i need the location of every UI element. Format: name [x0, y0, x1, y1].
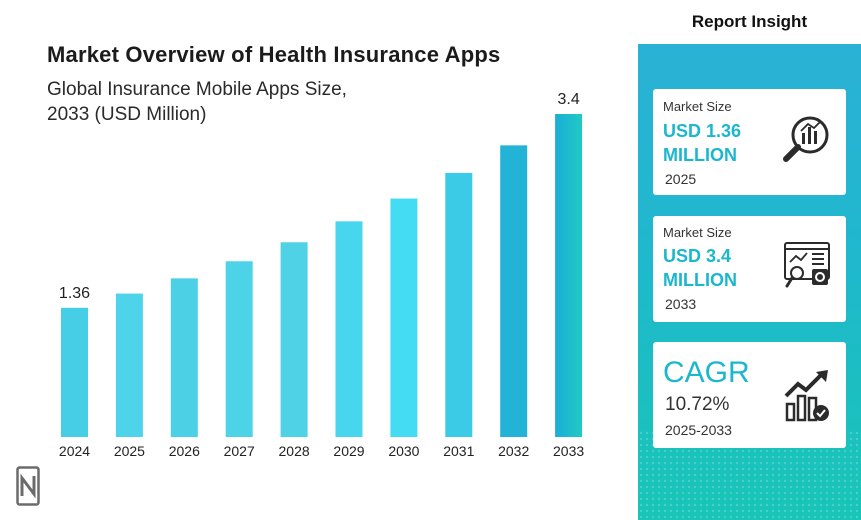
x-tick-label-2033: 2033: [553, 443, 584, 459]
subtitle-line-2: 2033 (USD Million): [47, 104, 207, 125]
card-label: CAGR: [663, 356, 750, 389]
analytics-dashboard-icon: [782, 240, 834, 297]
chart-subtitle: Global Insurance Mobile Apps Size, 2033 …: [47, 77, 447, 127]
x-tick-label-2032: 2032: [498, 443, 529, 459]
bar-2031: [445, 172, 473, 437]
report-insight-panel: Market Size USD 1.36 MILLION 2025 Market…: [638, 44, 861, 520]
bar-chart: 2024 2025 2026 2027 2028 2029 2030 2031 2032 2033…: [59, 91, 584, 459]
bar-2025: [115, 293, 143, 437]
bar-2028: [280, 242, 308, 437]
bar-2024: [61, 307, 88, 437]
data-label-2024: 1.36: [59, 285, 90, 302]
cagr-card: CAGR 10.72% 2025-2033: [653, 342, 846, 448]
x-tick-label-2024: 2024: [59, 443, 90, 459]
card-value: USD 1.36 MILLION: [663, 121, 742, 165]
market-size-card-2033: Market Size USD 3.4 MILLION 2033: [653, 216, 846, 322]
card-year: 2025: [665, 171, 697, 187]
page-title: Market Overview of Health Insurance Apps: [47, 42, 501, 67]
card-value: 10.72%: [665, 394, 730, 415]
card-year: 2033: [665, 296, 697, 312]
card-label: Market Size: [663, 225, 732, 240]
subtitle-line-1: Global Insurance Mobile Apps Size,: [47, 79, 347, 100]
card-label: Market Size: [663, 99, 732, 114]
report-insight-title: Report Insight: [691, 12, 808, 31]
bar-2033: [555, 114, 583, 437]
card-year: 2025-2033: [665, 422, 732, 438]
x-tick-label-2028: 2028: [279, 443, 310, 459]
magnifier-chart-icon: [778, 113, 834, 174]
x-tick-label-2031: 2031: [443, 443, 474, 459]
x-tick-label-2029: 2029: [333, 443, 364, 459]
brand-logo-icon: [16, 466, 40, 511]
bar-2030: [390, 198, 418, 437]
x-tick-label-2030: 2030: [388, 443, 419, 459]
x-tick-label-2026: 2026: [169, 443, 200, 459]
bar-2032: [500, 145, 528, 437]
x-tick-label-2027: 2027: [224, 443, 255, 459]
x-tick-label-2025: 2025: [114, 443, 145, 459]
data-label-2033: 3.4: [557, 91, 579, 108]
bar-2029: [335, 221, 363, 437]
bar-2026: [170, 278, 198, 437]
bar-2027: [225, 261, 253, 437]
growth-chart-icon: [782, 368, 834, 429]
card-value: USD 3.4 MILLION: [663, 246, 737, 290]
market-size-card-2025: Market Size USD 1.36 MILLION 2025: [653, 89, 846, 195]
